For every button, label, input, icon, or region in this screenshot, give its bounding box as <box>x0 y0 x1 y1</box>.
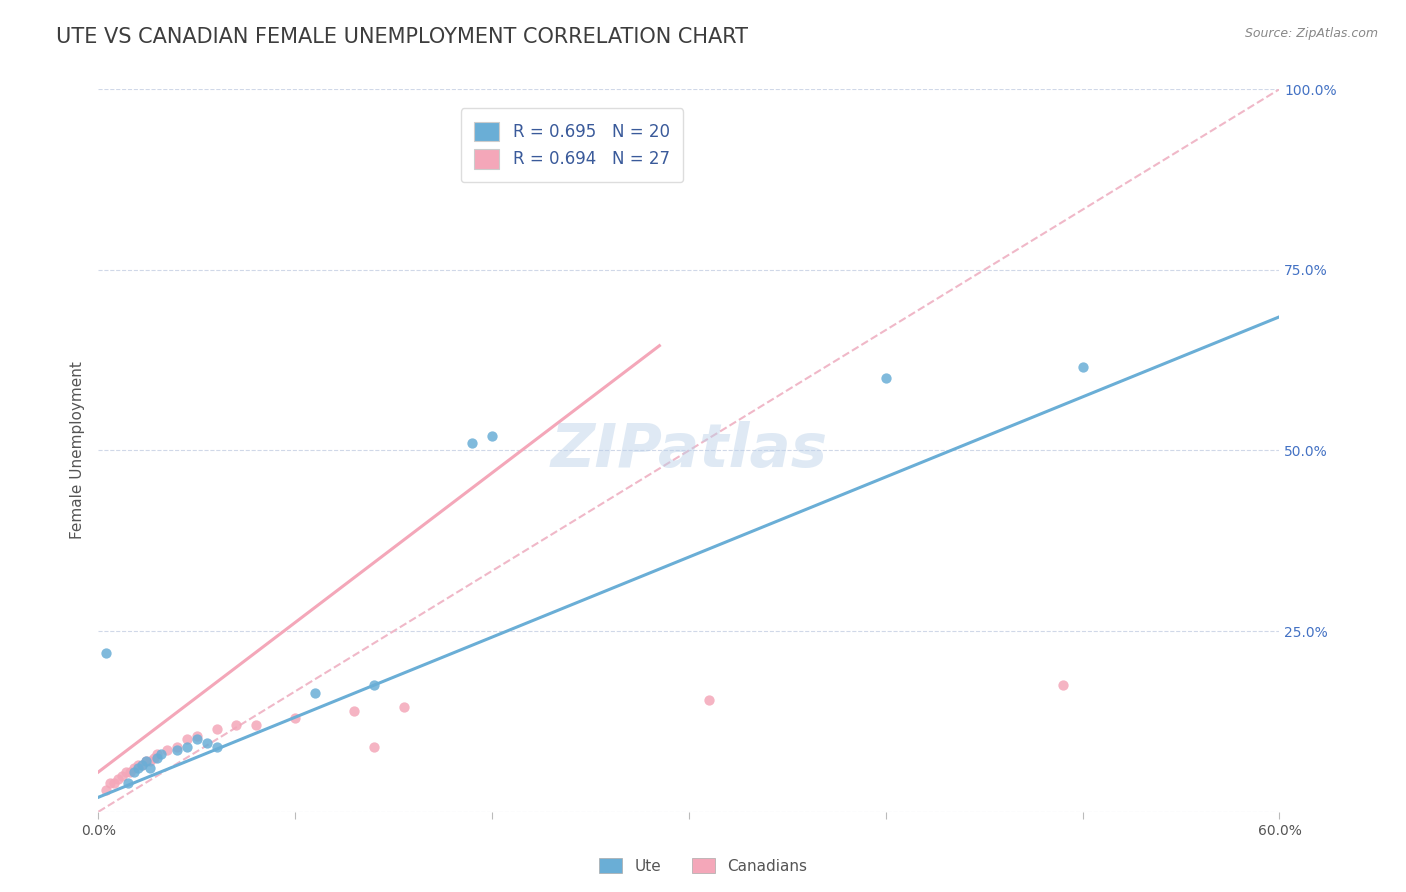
Point <box>176 739 198 754</box>
Point <box>96 646 118 660</box>
Point <box>284 711 307 725</box>
Point <box>461 436 484 450</box>
Point <box>131 757 153 772</box>
Point <box>103 776 125 790</box>
Point <box>186 729 208 743</box>
Point <box>343 704 366 718</box>
Point <box>186 732 208 747</box>
Text: UTE VS CANADIAN FEMALE UNEMPLOYMENT CORRELATION CHART: UTE VS CANADIAN FEMALE UNEMPLOYMENT CORR… <box>56 27 748 46</box>
Point <box>115 764 138 779</box>
Legend: R = 0.695   N = 20, R = 0.694   N = 27: R = 0.695 N = 20, R = 0.694 N = 27 <box>461 108 683 182</box>
Point <box>146 747 169 761</box>
Point <box>392 700 415 714</box>
Point <box>195 736 218 750</box>
Point <box>156 743 179 757</box>
Y-axis label: Female Unemployment: Female Unemployment <box>69 361 84 540</box>
Point <box>150 747 173 761</box>
Point <box>697 692 720 706</box>
Point <box>98 776 121 790</box>
Point <box>138 761 160 775</box>
Point <box>118 764 141 779</box>
Point <box>1052 678 1074 692</box>
Point <box>131 757 153 772</box>
Point <box>225 718 247 732</box>
Point <box>146 750 169 764</box>
Text: Source: ZipAtlas.com: Source: ZipAtlas.com <box>1244 27 1378 40</box>
Point <box>142 750 165 764</box>
Legend: Ute, Canadians: Ute, Canadians <box>593 852 813 880</box>
Point <box>166 743 188 757</box>
Text: ZIPatlas: ZIPatlas <box>550 421 828 480</box>
Point <box>363 739 385 754</box>
Point <box>205 739 228 754</box>
Point <box>135 754 157 768</box>
Point <box>1071 360 1094 375</box>
Point <box>117 776 139 790</box>
Point <box>481 429 503 443</box>
Point <box>166 739 188 754</box>
Point <box>122 761 145 775</box>
Point <box>138 754 160 768</box>
Point <box>176 732 198 747</box>
Point <box>875 371 897 385</box>
Point <box>304 685 326 699</box>
Point <box>135 754 157 768</box>
Point <box>363 678 385 692</box>
Point <box>122 764 145 779</box>
Point <box>107 772 129 787</box>
Point <box>205 722 228 736</box>
Point <box>245 718 267 732</box>
Point <box>111 769 134 783</box>
Point <box>96 783 118 797</box>
Point <box>127 761 149 775</box>
Point <box>127 757 149 772</box>
